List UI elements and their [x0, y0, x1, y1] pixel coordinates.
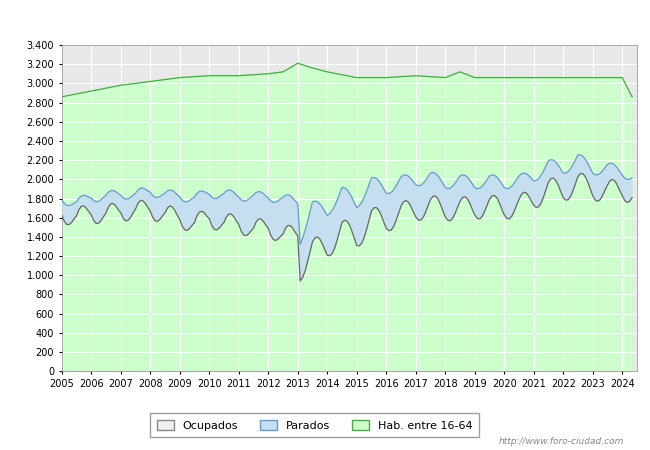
Text: http://www.foro-ciudad.com: http://www.foro-ciudad.com	[499, 436, 624, 446]
Legend: Ocupados, Parados, Hab. entre 16-64: Ocupados, Parados, Hab. entre 16-64	[150, 414, 479, 437]
Text: Aielo de Malferit - Evolucion de la poblacion en edad de Trabajar Mayo de 2024: Aielo de Malferit - Evolucion de la pobl…	[32, 13, 617, 26]
